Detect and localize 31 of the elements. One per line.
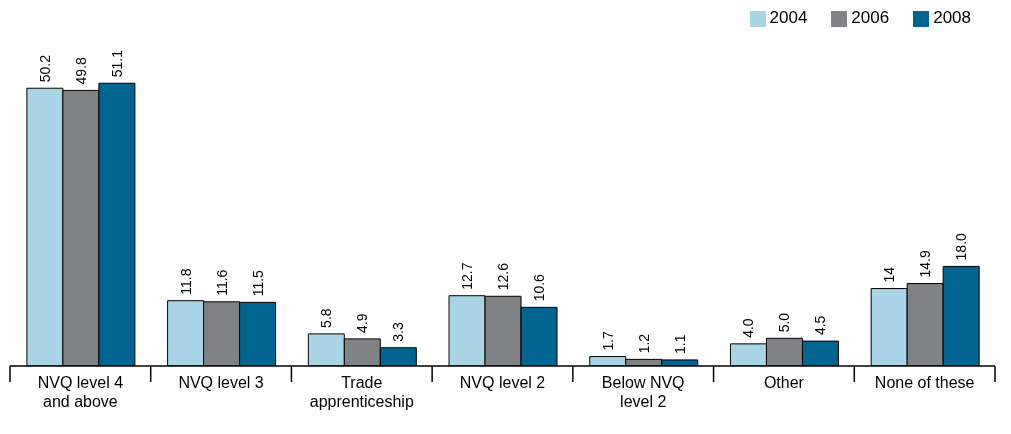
data-label: 12.6 [495,262,512,291]
data-label: 10.6 [531,273,548,302]
legend-label: 2004 [769,8,808,27]
x-tick-label: Other [763,374,805,391]
data-label: 4.5 [812,315,829,336]
x-tick-label: Below NVQ level 2 [601,374,685,410]
data-label: 11.8 [177,268,194,295]
data-label: 14 [881,266,898,283]
x-tick-label: None of these [874,374,975,391]
data-label: 5.0 [776,312,793,333]
data-label: 1.2 [635,333,652,354]
x-tick-label: NVQ level 4 and above [37,374,124,410]
data-label: 11.6 [213,269,230,296]
legend-label: 2008 [933,8,971,27]
data-label: 51.1 [108,49,125,78]
x-tick-label: NVQ level 3 [178,374,264,391]
data-label: 1.7 [599,330,616,351]
x-tick-label: NVQ level 2 [459,374,546,391]
data-label: 50.2 [36,54,53,83]
data-label: 12.7 [459,262,476,290]
data-label: 1.1 [671,334,688,354]
data-label: 4.0 [740,318,757,338]
data-label: 5.8 [318,308,335,328]
data-label: 14.9 [917,250,934,278]
data-label: 3.3 [390,322,407,342]
data-label: 18.0 [953,232,970,261]
data-label: 49.8 [72,56,89,85]
data-label: 4.9 [354,313,371,333]
x-tick-label: Trade apprenticeship [309,374,414,410]
data-label: 11.5 [249,269,266,297]
legend-label: 2006 [851,8,890,27]
